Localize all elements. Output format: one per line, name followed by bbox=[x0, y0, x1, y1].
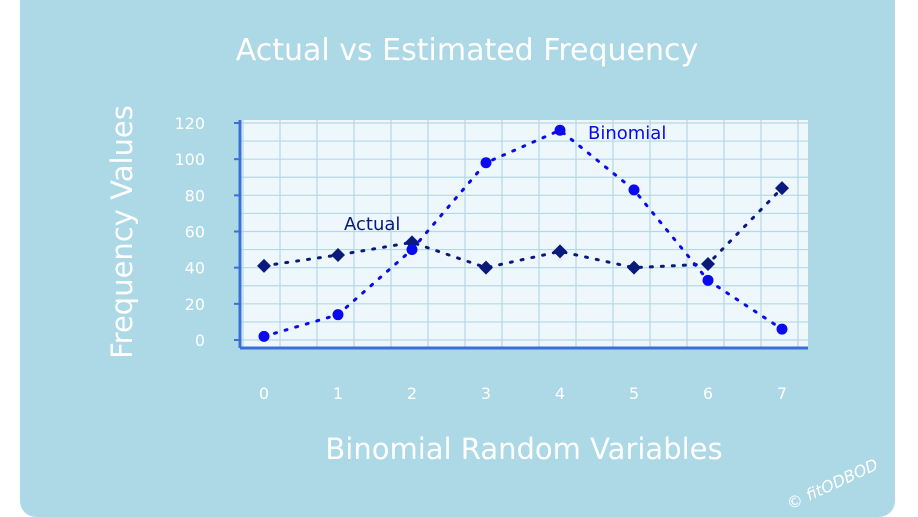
data-point-binomial bbox=[480, 157, 492, 169]
y-tick-label: 60 bbox=[185, 223, 205, 242]
data-point-binomial bbox=[258, 330, 270, 342]
data-point-binomial bbox=[406, 244, 418, 256]
data-point-actual bbox=[331, 248, 345, 263]
series-label-binomial: Binomial bbox=[588, 123, 666, 144]
data-point-binomial bbox=[702, 274, 714, 286]
y-tick-label: 20 bbox=[185, 295, 205, 314]
data-point-binomial bbox=[776, 323, 788, 335]
watermark: © fitODBOD bbox=[784, 455, 881, 514]
plot-background bbox=[240, 120, 808, 348]
data-point-actual bbox=[479, 260, 493, 275]
y-axis-label: Frequency Values bbox=[105, 105, 139, 359]
x-tick-label: 4 bbox=[555, 384, 565, 403]
series-label-actual: Actual bbox=[344, 214, 400, 235]
data-point-binomial bbox=[332, 309, 344, 321]
x-tick-label: 7 bbox=[777, 384, 787, 403]
x-axis-label: Binomial Random Variables bbox=[325, 432, 722, 466]
x-tick-label: 5 bbox=[629, 384, 639, 403]
data-point-binomial bbox=[554, 124, 566, 136]
data-point-actual bbox=[257, 258, 271, 273]
series-line-binomial bbox=[262, 128, 784, 338]
y-tick-label: 0 bbox=[195, 331, 205, 350]
x-tick-label: 2 bbox=[407, 384, 417, 403]
y-tick-label: 40 bbox=[185, 259, 205, 278]
data-point-actual bbox=[553, 244, 567, 259]
plot-area: 0 20 40 60 80 100 120 0 1 2 3 4 5 6 7 Actual Binomial bbox=[174, 114, 808, 403]
data-point-actual bbox=[701, 257, 715, 272]
chart-title: Actual vs Estimated Frequency bbox=[236, 33, 699, 68]
x-tick-label: 3 bbox=[481, 384, 491, 403]
data-point-binomial bbox=[628, 184, 640, 196]
x-tick-label: 1 bbox=[333, 384, 343, 403]
data-point-actual bbox=[627, 260, 641, 275]
data-point-actual bbox=[775, 181, 789, 196]
y-tick-label: 80 bbox=[185, 186, 205, 205]
y-tick-label: 100 bbox=[174, 150, 205, 169]
x-tick-label: 0 bbox=[259, 384, 269, 403]
y-tick-label: 120 bbox=[174, 114, 205, 133]
x-tick-label: 6 bbox=[703, 384, 713, 403]
